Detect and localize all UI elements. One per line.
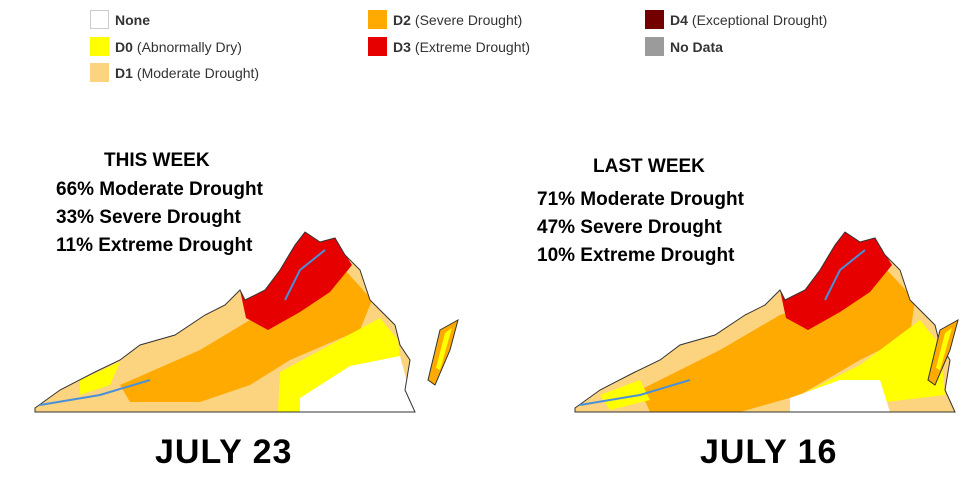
swatch-none [90,10,109,29]
swatch-d3 [368,37,387,56]
legend-d0: D0 (Abnormally Dry) [90,37,242,56]
swatch-d0 [90,37,109,56]
swatch-no-data [645,37,664,56]
region-none [300,356,415,412]
legend-d4: D4 (Exceptional Drought) [645,10,827,29]
legend-code: D3 [393,38,411,55]
legend-label: None [115,11,150,28]
legend-d3: D3 (Extreme Drought) [368,37,530,56]
legend-code: D1 [115,64,133,81]
legend-d1: D1 (Moderate Drought) [90,63,259,82]
legend-none: None [90,10,154,29]
swatch-d2 [368,10,387,29]
legend-label: (Moderate Drought) [136,64,260,81]
stat-moderate: 66% Moderate Drought [56,179,263,200]
legend-code: D2 [393,11,411,28]
swatch-d4 [645,10,664,29]
legend-label: (Extreme Drought) [414,38,531,55]
this-week-stats: 66% Moderate Drought 33% Severe Drought … [56,176,263,260]
region-d0-west [80,362,120,395]
legend-code: D0 [115,38,133,55]
legend-no-data: No Data [645,37,727,56]
stat-extreme: 10% Extreme Drought [537,245,735,266]
stat-severe: 47% Severe Drought [537,217,722,238]
last-week-stats: 71% Moderate Drought 47% Severe Drought … [537,186,744,270]
legend-label: (Severe Drought) [414,11,523,28]
region-none [790,380,890,412]
region-d3 [780,232,892,330]
last-week-heading: LAST WEEK [593,156,705,177]
swatch-d1 [90,63,109,82]
region-d3 [240,232,352,330]
stat-severe: 33% Severe Drought [56,207,241,228]
legend-d2: D2 (Severe Drought) [368,10,522,29]
stat-moderate: 71% Moderate Drought [537,189,744,210]
last-week-date: JULY 16 [700,433,838,471]
legend-label: (Exceptional Drought) [691,11,828,28]
this-week-heading: THIS WEEK [104,150,210,171]
legend-label: (Abnormally Dry) [136,38,242,55]
this-week-date: JULY 23 [155,433,293,471]
region-d0-west [600,380,650,410]
legend-code: D4 [670,11,688,28]
legend-label: No Data [670,38,723,55]
stat-extreme: 11% Extreme Drought [56,235,253,256]
